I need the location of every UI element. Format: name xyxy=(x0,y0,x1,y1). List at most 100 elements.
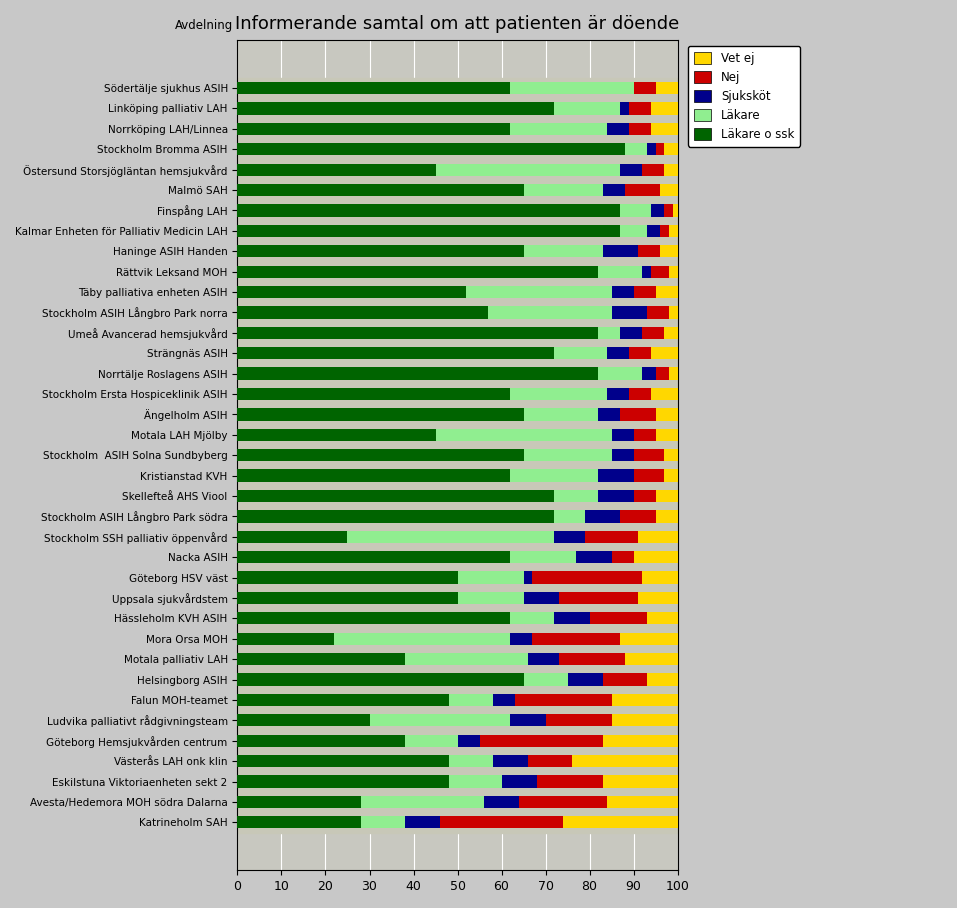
Bar xyxy=(638,530,678,543)
Bar xyxy=(625,653,678,666)
Bar xyxy=(449,694,493,706)
Bar xyxy=(237,755,449,767)
Bar xyxy=(651,388,678,400)
Bar xyxy=(664,204,673,216)
Bar xyxy=(361,795,484,808)
Bar xyxy=(523,409,598,420)
Bar xyxy=(237,608,678,628)
Bar xyxy=(559,653,625,666)
Bar xyxy=(484,795,519,808)
Bar xyxy=(638,245,660,257)
Bar xyxy=(449,775,501,787)
Bar xyxy=(669,265,678,278)
Bar xyxy=(237,674,523,686)
Bar xyxy=(629,347,651,360)
Bar xyxy=(612,715,678,726)
Bar xyxy=(528,755,572,767)
Bar xyxy=(435,429,612,441)
Bar xyxy=(237,466,678,486)
Bar xyxy=(651,103,678,114)
Bar xyxy=(625,184,660,196)
Bar xyxy=(559,592,638,604)
Bar xyxy=(237,551,510,563)
Bar xyxy=(237,429,435,441)
Bar xyxy=(634,490,656,502)
Bar xyxy=(642,163,664,176)
Bar xyxy=(634,449,664,461)
Bar xyxy=(576,551,612,563)
Bar xyxy=(664,143,678,155)
Bar xyxy=(237,653,405,666)
Bar xyxy=(612,551,634,563)
Bar xyxy=(656,429,678,441)
Bar xyxy=(664,449,678,461)
Bar xyxy=(656,429,678,441)
Bar xyxy=(237,816,361,828)
Bar xyxy=(523,409,598,420)
Bar xyxy=(405,653,528,666)
Bar xyxy=(334,633,510,645)
Bar xyxy=(237,710,678,731)
Bar xyxy=(523,592,559,604)
Bar xyxy=(612,286,634,298)
Bar xyxy=(523,245,603,257)
Bar xyxy=(651,388,678,400)
Bar xyxy=(237,245,523,257)
Bar xyxy=(612,694,678,706)
Bar xyxy=(237,368,598,380)
Bar xyxy=(642,327,664,339)
Bar xyxy=(638,592,678,604)
Bar xyxy=(598,490,634,502)
Bar xyxy=(237,306,488,319)
Bar xyxy=(237,262,678,281)
Bar xyxy=(237,163,435,176)
Bar xyxy=(629,123,651,135)
Bar xyxy=(237,221,678,241)
Bar xyxy=(647,674,678,686)
Bar xyxy=(647,143,656,155)
Bar xyxy=(585,530,638,543)
Bar xyxy=(237,449,523,461)
Bar xyxy=(634,286,656,298)
Bar xyxy=(590,612,647,625)
Bar xyxy=(656,490,678,502)
Bar xyxy=(669,368,678,380)
Bar xyxy=(237,530,347,543)
Bar xyxy=(673,204,678,216)
Bar xyxy=(660,184,678,196)
Bar xyxy=(620,204,651,216)
Bar xyxy=(603,245,638,257)
Bar xyxy=(237,98,678,119)
Bar xyxy=(554,347,607,360)
Bar xyxy=(625,653,678,666)
Bar xyxy=(603,775,678,787)
Bar xyxy=(237,180,678,201)
Bar xyxy=(405,735,457,747)
Bar xyxy=(528,653,559,666)
Bar xyxy=(237,241,678,262)
Bar xyxy=(603,245,638,257)
Bar xyxy=(237,143,625,155)
Bar xyxy=(523,571,532,584)
Bar xyxy=(435,163,620,176)
Bar xyxy=(651,204,664,216)
Bar xyxy=(554,347,607,360)
Bar xyxy=(449,755,493,767)
Bar xyxy=(532,571,642,584)
Bar xyxy=(554,103,620,114)
Bar xyxy=(457,571,523,584)
Bar xyxy=(237,571,457,584)
Bar xyxy=(237,592,457,604)
Bar xyxy=(237,204,620,216)
Bar xyxy=(651,265,669,278)
Bar xyxy=(664,449,678,461)
Bar xyxy=(603,674,647,686)
Bar xyxy=(510,123,607,135)
Bar xyxy=(642,327,664,339)
Bar xyxy=(440,816,563,828)
Bar xyxy=(625,143,647,155)
Bar xyxy=(634,82,656,94)
Bar xyxy=(237,649,678,669)
Bar xyxy=(620,327,642,339)
Bar xyxy=(620,510,656,522)
